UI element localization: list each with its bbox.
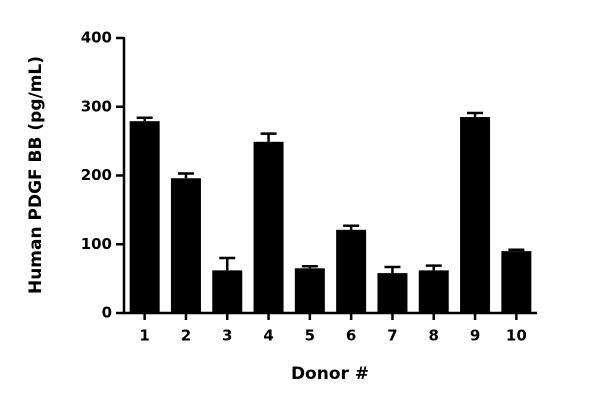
y-tick-label: 200	[81, 166, 112, 184]
x-tick-label: 1	[139, 327, 149, 345]
error-bar	[467, 111, 484, 118]
y-axis-label: Human PDGF BB (pg/mL)	[26, 56, 46, 294]
error-bar	[384, 265, 401, 274]
y-tick-label: 0	[102, 304, 112, 322]
bar	[294, 268, 325, 313]
error-bar	[301, 265, 318, 269]
y-tick-label: 300	[81, 97, 112, 115]
bar	[418, 270, 449, 313]
bar	[377, 273, 408, 313]
x-axis-label: Donor #	[291, 364, 369, 384]
error-bar	[177, 172, 194, 179]
error-bar	[219, 256, 236, 271]
x-tick-label: 9	[470, 327, 480, 345]
x-tick-label: 5	[305, 327, 315, 345]
bar	[460, 117, 491, 313]
bar	[253, 141, 284, 313]
error-bar	[425, 264, 442, 271]
bar	[170, 178, 201, 313]
error-bar	[508, 248, 525, 252]
x-tick-label: 7	[387, 327, 397, 345]
x-tick-label: 4	[263, 327, 273, 345]
error-bar	[136, 116, 153, 122]
y-tick-label: 400	[81, 29, 112, 47]
bar	[212, 270, 243, 313]
x-tick-label: 8	[429, 327, 439, 345]
bar	[336, 229, 367, 313]
x-tick-label: 6	[346, 327, 356, 345]
bar	[129, 121, 160, 313]
y-tick-label: 100	[81, 235, 112, 253]
x-tick-label: 2	[181, 327, 191, 345]
error-bar	[343, 224, 360, 230]
x-tick-label: 3	[222, 327, 232, 345]
bar	[501, 251, 532, 313]
x-tick-label: 10	[506, 327, 527, 345]
error-bar	[260, 132, 277, 142]
